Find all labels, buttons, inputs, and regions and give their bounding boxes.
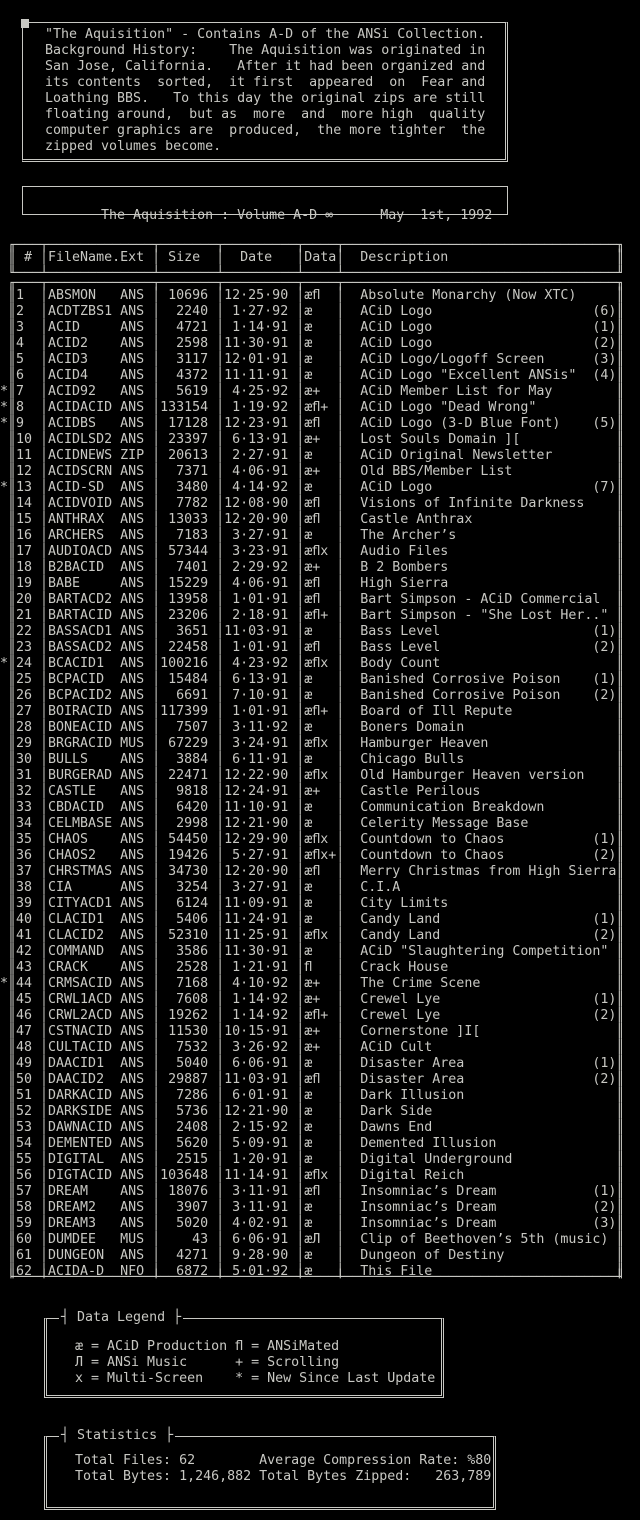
statistics-line: Total Bytes: 1,246,882 Total Bytes Zippe… (75, 1469, 492, 1484)
table-row: ║45 │CRWL1ACD ANS │ 7608 │ 1·14·92 │æ+ │… (0, 992, 625, 1007)
table-row: ║31 │BURGERAD ANS │ 22471 │12·22·90 │æﬂx… (0, 768, 625, 783)
table-row: ║12 │ACIDSCRN ANS │ 7371 │ 4·06·91 │æ+ │… (0, 464, 625, 479)
table-row: *║9 │ACIDBS ANS │ 17128 │12·23·91 │æﬂ │ … (0, 416, 625, 431)
intro-box: "The Aquisition" - Contains A-D of the A… (22, 22, 508, 162)
data-legend-box: Data Legend æ = ACiD Production ﬂ = ANSi… (44, 1310, 444, 1398)
table-row: ║2 │ACDTZBS1 ANS │ 2240 │ 1·27·92 │æ │ A… (0, 304, 625, 319)
table-row: ║3 │ACID ANS │ 4721 │ 1·14·91 │æ │ ACiD … (0, 320, 625, 335)
table-row: ║62 │ACIDA-D NFO │ 6872 │ 5·01·92 │æ │ T… (0, 1264, 625, 1279)
table-row: ║28 │BONEACID ANS │ 7507 │ 3·11·92 │æ │ … (0, 720, 625, 735)
table-row: ║49 │DAACID1 ANS │ 5040 │ 6·06·91 │æ │ D… (0, 1056, 625, 1071)
statistics-title: Statistics (59, 1428, 176, 1444)
table-row: ║46 │CRWL2ACD ANS │ 19262 │ 1·14·92 │æﬂ+… (0, 1008, 625, 1023)
table-row: ║60 │DUMDEE MUS │ 43 │ 6·06·91 │æЛ │ Cli… (0, 1232, 625, 1247)
table-row: *║44 │CRMSACID ANS │ 7168 │ 4·10·92 │æ+ … (0, 976, 625, 991)
table-row: *║13 │ACID-SD ANS │ 3480 │ 4·14·92 │æ │ … (0, 480, 625, 495)
table-row: ║26 │BCPACID2 ANS │ 6691 │ 7·10·91 │æ │ … (0, 688, 625, 703)
intro-line: "The Aquisition" - Contains A-D of the A… (45, 27, 486, 42)
table-row: *║8 │ACIDACID ANS │133154 │ 1·19·92 │æﬂ+… (0, 400, 625, 415)
table-row: ║42 │COMMAND ANS │ 3586 │11·30·91 │æ │ A… (0, 944, 625, 959)
table-row: ║25 │BCPACID ANS │ 15484 │ 6·13·91 │æ │ … (0, 672, 625, 687)
table-row: ║6 │ACID4 ANS │ 4372 │11·11·91 │æ │ ACiD… (0, 368, 625, 383)
table-row: ║5 │ACID3 ANS │ 3117 │12·01·91 │æ │ ACiD… (0, 352, 625, 367)
intro-line: Background History: The Aquisition was o… (45, 43, 486, 58)
table-row: ║48 │CULTACID ANS │ 7532 │ 3·26·92 │æ+ │… (0, 1040, 625, 1055)
table-row: ║50 │DAACID2 ANS │ 29887 │11·03·91 │æﬂ │… (0, 1072, 625, 1087)
intro-line: Loathing BBS. To this day the original z… (45, 91, 486, 106)
statistics-box: Statistics Total Files: 62 Average Compr… (44, 1428, 496, 1510)
table-row: ║18 │B2BACID ANS │ 7401 │ 2·29·92 │æ+ │ … (0, 560, 625, 575)
release-date: May 1st, 1992 (380, 208, 493, 223)
legend-title: Data Legend (59, 1310, 184, 1326)
intro-line: San Jose, California. After it had been … (45, 59, 486, 74)
table-row: ║16 │ARCHERS ANS │ 7183 │ 3·27·91 │æ │ T… (0, 528, 625, 543)
table-row: ║1 │ABSMON ANS │ 10696 │12·25·90 │æﬂ │ A… (0, 288, 625, 303)
table-row: ║19 │BABE ANS │ 15229 │ 4·06·91 │æﬂ │ Hi… (0, 576, 625, 591)
table-row: ║4 │ACID2 ANS │ 2598 │11·30·91 │æ │ ACiD… (0, 336, 625, 351)
table-row: ║27 │BOIRACID ANS │117399 │ 1·01·91 │æﬂ+… (0, 704, 625, 719)
table-row: ║36 │CHAOS2 ANS │ 19426 │ 5·27·91 │æﬂx+│… (0, 848, 625, 863)
table-row: ║17 │AUDIOACD ANS │ 57344 │ 3·23·91 │æﬂx… (0, 544, 625, 559)
table-row: ║32 │CASTLE ANS │ 9818 │12·24·91 │æ+ │ C… (0, 784, 625, 799)
table-row: ║20 │BARTACD2 ANS │ 13958 │ 1·01·91 │æﬂ … (0, 592, 625, 607)
intro-line: floating around, but as more and more hi… (45, 107, 486, 122)
table-header-bottom-border: ╙───┴─────────────┴───────┴─────────┴───… (0, 266, 625, 281)
table-row: ║37 │CHRSTMAS ANS │ 34730 │12·20·90 │æﬂ … (0, 864, 625, 879)
table-row: ║51 │DARKACID ANS │ 7286 │ 6·01·91 │æ │ … (0, 1088, 625, 1103)
table-row: ║23 │BASSACD2 ANS │ 22458 │ 1·01·91 │æﬂ … (0, 640, 625, 655)
table-row: ║52 │DARKSIDE ANS │ 5736 │12·21·90 │æ │ … (0, 1104, 625, 1119)
legend-line: Л = ANSi Music + = Scrolling (75, 1355, 340, 1370)
volume-label: The Aquisition : Volume A-D ∞ (101, 208, 334, 223)
table-row: ║59 │DREAM3 ANS │ 5020 │ 4·02·91 │æ │ In… (0, 1216, 625, 1231)
table-row: ║30 │BULLS ANS │ 3884 │ 6·11·91 │æ │ Chi… (0, 752, 625, 767)
table-row: ║54 │DEMENTED ANS │ 5620 │ 5·09·91 │æ │ … (0, 1136, 625, 1151)
table-row: ║14 │ACIDVOID ANS │ 7782 │12·08·90 │æﬂ │… (0, 496, 625, 511)
file-table-body: ║1 │ABSMON ANS │ 10696 │12·25·90 │æﬂ │ A… (0, 288, 624, 1280)
table-row: ║33 │CBDACID ANS │ 6420 │11·10·91 │æ │ C… (0, 800, 625, 815)
table-row: ║21 │BARTACID ANS │ 23206 │ 2·18·91 │æﬂ+… (0, 608, 625, 623)
table-border-top: ╓───┬─────────────┬───────┬─────────┬───… (0, 238, 625, 253)
table-row: ║39 │CITYACD1 ANS │ 6124 │11·09·91 │æ │ … (0, 896, 625, 911)
table-row: ║38 │CIA ANS │ 3254 │ 3·27·91 │æ │ C.I.A… (0, 880, 625, 895)
legend-line: x = Multi-Screen * = New Since Last Upda… (75, 1371, 436, 1386)
table-row: ║56 │DIGTACID ANS │103648 │11·14·91 │æﬂx… (0, 1168, 625, 1183)
table-row: ║22 │BASSACD1 ANS │ 3651 │11·03·91 │æ │ … (0, 624, 625, 639)
table-row: ║10 │ACIDLSD2 ANS │ 23397 │ 6·13·91 │æ+ … (0, 432, 625, 447)
intro-line: computer graphics are produced, the more… (45, 123, 486, 138)
table-row: ║58 │DREAM2 ANS │ 3907 │ 3·11·91 │æ │ In… (0, 1200, 625, 1215)
table-row: ║35 │CHAOS ANS │ 54450 │12·29·90 │æﬂx │ … (0, 832, 625, 847)
volume-title-bar: The Aquisition : Volume A-D ∞ May 1st, 19… (22, 186, 508, 223)
table-row: ║40 │CLACID1 ANS │ 5406 │11·24·91 │æ │ C… (0, 912, 625, 927)
corner-block-decoration (21, 19, 29, 28)
table-row: ║29 │BRGRACID MUS │ 67229 │ 3·24·91 │æﬂx… (0, 736, 625, 751)
statistics-lines: Total Files: 62 Average Compression Rate… (75, 1453, 493, 1485)
statistics-line: Total Files: 62 Average Compression Rate… (75, 1453, 492, 1468)
table-row: ║34 │CELMBASE ANS │ 2998 │12·21·90 │æ │ … (0, 816, 625, 831)
table-row: ║11 │ACIDNEWS ZIP │ 20613 │ 2·27·91 │æ │… (0, 448, 625, 463)
legend-entries: æ = ACiD Production ﬂ = ANSiMated Л = ANS… (75, 1339, 441, 1387)
table-row: ║57 │DREAM ANS │ 18076 │ 3·11·91 │æﬂ │ I… (0, 1184, 625, 1199)
intro-line: zipped volumes become. (45, 139, 222, 154)
table-row: ║15 │ANTHRAX ANS │ 13033 │12·20·90 │æﬂ │… (0, 512, 625, 527)
table-row: ║61 │DUNGEON ANS │ 4271 │ 9·28·90 │æ │ D… (0, 1248, 625, 1263)
table-row: *║7 │ACID92 ANS │ 5619 │ 4·25·92 │æ+ │ A… (0, 384, 625, 399)
table-row: ║53 │DAWNACID ANS │ 2408 │ 2·15·92 │æ │ … (0, 1120, 625, 1135)
table-row: *║24 │BCACID1 ANS │100216 │ 4·23·92 │æﬂx… (0, 656, 625, 671)
table-body-top-border: ╓───┬─────────────┬───────┬─────────┬───… (0, 276, 625, 291)
table-row: ║41 │CLACID2 ANS │ 52310 │11·25·91 │æﬂx … (0, 928, 625, 943)
intro-line: its contents sorted, it first appeared o… (45, 75, 486, 90)
table-header-row: ║ # │FileName.Ext │ Size │ Date │Data│ D… (0, 250, 625, 265)
legend-line: æ = ACiD Production ﬂ = ANSiMated (75, 1339, 340, 1354)
table-row: ║47 │CSTNACID ANS │ 11530 │10·15·91 │æ+ … (0, 1024, 625, 1039)
table-row: ║55 │DIGITAL ANS │ 2515 │ 1·20·91 │æ │ D… (0, 1152, 625, 1167)
table-border-bottom: ╙───┴─────────────┴───────┴─────────┴───… (0, 1270, 625, 1285)
table-row: ║43 │CRACK ANS │ 2528 │ 1·21·91 │ﬂ │ Cra… (0, 960, 625, 975)
